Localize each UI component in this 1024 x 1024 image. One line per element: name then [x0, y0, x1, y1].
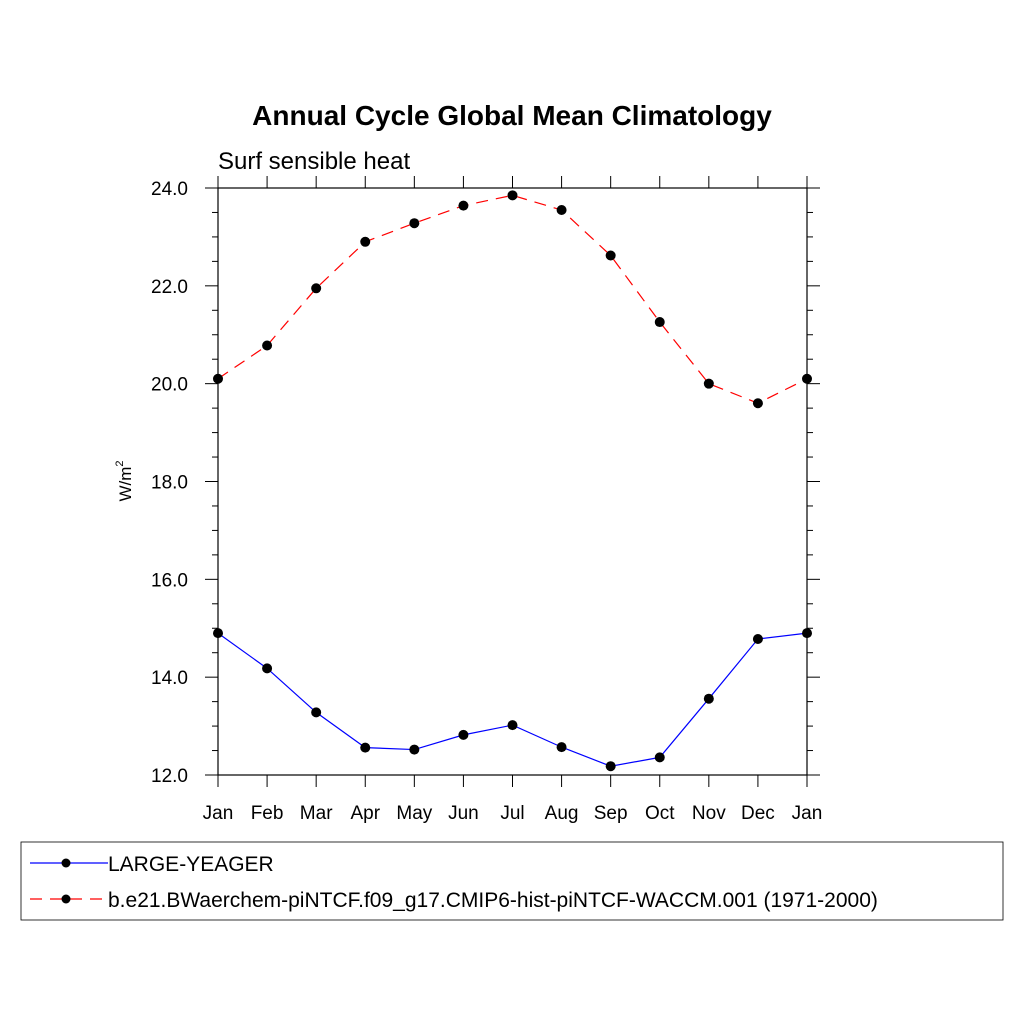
data-point-series-0: [802, 628, 812, 639]
x-tick-label: Oct: [645, 803, 675, 824]
data-point-series-1: [360, 236, 371, 247]
data-point-series-1: [458, 200, 469, 211]
data-point-series-1: [752, 398, 763, 409]
data-point-series-1: [556, 205, 567, 216]
data-point-series-0: [507, 720, 518, 731]
y-tick-label: 14.0: [151, 668, 188, 689]
y-axis-ticks: [205, 187, 820, 776]
data-point-series-0: [409, 744, 420, 755]
y-tick-label: 20.0: [151, 375, 188, 396]
x-tick-label: Jan: [203, 803, 234, 824]
data-point-series-0: [605, 761, 616, 772]
legend-box: [20, 841, 1004, 921]
data-point-series-0: [360, 742, 371, 753]
data-point-series-1: [262, 340, 273, 351]
data-point-series-0: [654, 752, 665, 763]
y-axis-label-superscript: 2: [114, 460, 126, 466]
legend-label-large-yeager: LARGE-YEAGER: [108, 853, 274, 876]
data-point-series-1: [507, 190, 518, 201]
x-tick-label: May: [396, 803, 432, 824]
series-line-1: [217, 194, 808, 404]
data-point-series-1: [213, 373, 223, 384]
data-point-series-1: [605, 250, 616, 261]
y-tick-label: 12.0: [151, 766, 188, 787]
y-tick-label: 16.0: [151, 570, 188, 591]
x-axis-tick-labels: Jan Feb Mar Apr May Jun Jul Aug Sep Oct Nov Dec Jan: [203, 803, 823, 824]
data-point-series-1: [654, 317, 665, 328]
series-line-0: [217, 632, 808, 767]
data-point-series-0: [556, 742, 567, 753]
chart-subtitle: Surf sensible heat: [218, 148, 410, 175]
series-layer: [213, 190, 812, 772]
data-point-series-0: [262, 663, 273, 674]
y-axis-label-unit: W/m: [116, 467, 135, 502]
data-point-series-1: [409, 218, 420, 229]
chart-title: Annual Cycle Global Mean Climatology: [252, 100, 772, 131]
data-point-series-0: [458, 729, 469, 740]
legend-marker-model-run: [61, 894, 71, 904]
y-axis-tick-labels: 12.0 14.0 16.0 18.0 20.0 22.0 24.0: [151, 179, 188, 787]
x-tick-label: Nov: [692, 803, 726, 824]
data-point-series-0: [703, 693, 714, 704]
legend-label-model-run: b.e21.BWaerchem-piNTCF.f09_g17.CMIP6-his…: [108, 889, 878, 912]
data-point-series-0: [213, 628, 223, 639]
y-axis-label: W/m2: [114, 460, 135, 501]
x-tick-label: Dec: [741, 803, 775, 824]
y-tick-label: 18.0: [151, 473, 188, 494]
x-tick-label: Aug: [545, 803, 579, 824]
x-tick-label: Sep: [594, 803, 628, 824]
x-tick-label: Apr: [350, 803, 380, 824]
legend: LARGE-YEAGER b.e21.BWaerchem-piNTCF.f09_…: [20, 841, 1004, 921]
x-tick-label: Feb: [251, 803, 284, 824]
x-tick-label: Jan: [792, 803, 823, 824]
x-tick-label: Jun: [448, 803, 479, 824]
data-point-series-1: [703, 378, 714, 389]
y-tick-label: 24.0: [151, 179, 188, 200]
legend-marker-large-yeager: [61, 858, 71, 868]
y-tick-label: 22.0: [151, 277, 188, 298]
x-tick-label: Mar: [300, 803, 333, 824]
data-point-series-0: [311, 707, 322, 718]
data-point-series-1: [802, 373, 812, 384]
x-tick-label: Jul: [500, 803, 524, 824]
x-axis-ticks: [217, 176, 808, 787]
data-point-series-0: [752, 634, 763, 645]
data-point-series-1: [311, 283, 322, 294]
